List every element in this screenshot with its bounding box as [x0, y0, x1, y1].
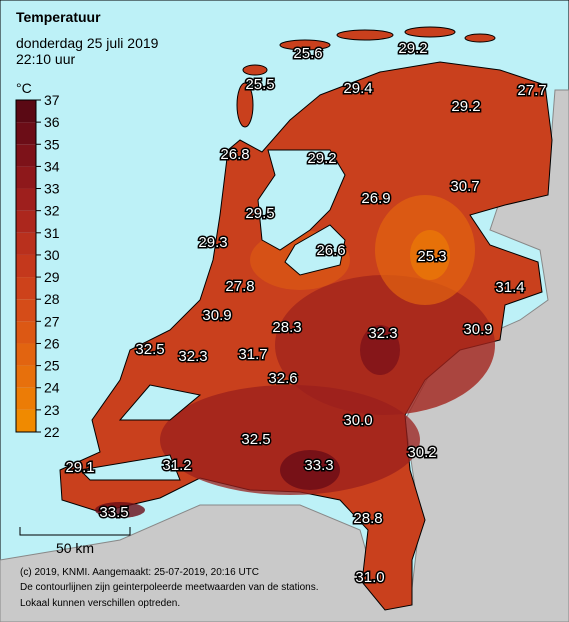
tick-label: 26 [44, 335, 60, 351]
scale-bar [19, 527, 131, 536]
colorbar-segment [16, 343, 36, 366]
station-value: 28.3 [272, 319, 301, 336]
station-value: 30.2 [407, 444, 436, 461]
colorbar-segment [16, 210, 36, 233]
station-value: 31.2 [162, 457, 191, 474]
station-value: 31.4 [495, 279, 524, 296]
tick-label: 32 [44, 203, 60, 219]
tick-label: 37 [44, 92, 60, 108]
wadden-islands [236, 26, 496, 128]
colorbar-segment [16, 387, 36, 410]
tick-label: 27 [44, 313, 60, 329]
tick-label: 23 [44, 402, 60, 418]
station-labels: 25.6 29.2 25.5 29.4 29.2 27.7 26.8 29.2 26.9 30.7… [64, 38, 548, 587]
tick-label: 33 [44, 181, 60, 197]
colorbar-segment [16, 321, 36, 344]
tick-label: 28 [44, 291, 60, 307]
tick-label: 30 [44, 247, 60, 263]
station-value: 33.5 [99, 504, 128, 521]
tick-label: 34 [44, 158, 60, 174]
colorbar-segment [16, 254, 36, 278]
station-value: 29.2 [398, 40, 427, 57]
station-value: 28.8 [353, 510, 382, 527]
colorbar-segment [16, 100, 36, 123]
colorbar-segment [16, 365, 36, 388]
station-value: 32.3 [368, 325, 397, 342]
station-value: 29.5 [245, 205, 274, 222]
station-value: 32.3 [178, 348, 207, 365]
station-value: 29.2 [451, 98, 480, 115]
station-value: 27.7 [517, 82, 546, 99]
station-value: 26.8 [220, 146, 249, 163]
station-value: 32.5 [241, 431, 270, 448]
scale-label: 50 km [56, 540, 94, 556]
station-value: 30.0 [343, 412, 372, 429]
tick-label: 35 [44, 136, 60, 152]
unit: °C [16, 80, 32, 96]
tick-label: 31 [44, 225, 60, 241]
colorbar-segment [16, 166, 36, 189]
station-value: 25.5 [245, 76, 274, 93]
colorbar-frame [15, 99, 37, 433]
station-value: 31.0 [355, 569, 384, 586]
station-value: 26.9 [361, 190, 390, 207]
title: Temperatuur [16, 9, 101, 25]
colorbar-segment [16, 144, 36, 167]
station-value: 25.6 [293, 45, 322, 62]
colorbar-segment [16, 232, 36, 255]
station-value: 32.5 [135, 341, 164, 358]
station-value: 30.9 [202, 307, 231, 324]
station-value: 29.4 [343, 80, 372, 97]
station-value: 29.1 [65, 459, 94, 476]
tick-label: 29 [44, 269, 60, 285]
time: 22:10 uur [16, 51, 75, 67]
station-value: 29.3 [198, 234, 227, 251]
colorbar-segment [16, 122, 36, 145]
station-value: 27.8 [225, 278, 254, 295]
colorbar-segment [16, 409, 36, 432]
tick-label: 22 [44, 424, 60, 440]
colorbar: 22 23 24 25 26 27 28 29 30 31 32 33 34 35 36 37 [15, 92, 60, 440]
footer: Lokaal kunnen verschillen optreden. [20, 598, 180, 609]
colorbar-segment [16, 277, 36, 300]
footer: De contourlijnen zijn geinterpoleerde me… [20, 582, 319, 593]
station-value: 30.9 [463, 321, 492, 338]
footer: (c) 2019, KNMI. Aangemaakt: 25-07-2019, … [20, 567, 259, 578]
colorbar-segment [16, 188, 36, 211]
station-value: 30.7 [450, 178, 479, 195]
station-value: 26.6 [316, 242, 345, 259]
station-value: 29.2 [307, 150, 336, 167]
station-value: 32.6 [268, 370, 297, 387]
date: donderdag 25 juli 2019 [16, 35, 159, 51]
tick-label: 24 [44, 380, 60, 396]
tick-label: 36 [44, 114, 60, 130]
tick-label: 25 [44, 358, 60, 374]
netherlands [59, 61, 553, 611]
station-value: 33.3 [304, 457, 333, 474]
station-value: 31.7 [238, 346, 267, 363]
station-value: 25.3 [417, 248, 446, 265]
colorbar-segment [16, 299, 36, 322]
